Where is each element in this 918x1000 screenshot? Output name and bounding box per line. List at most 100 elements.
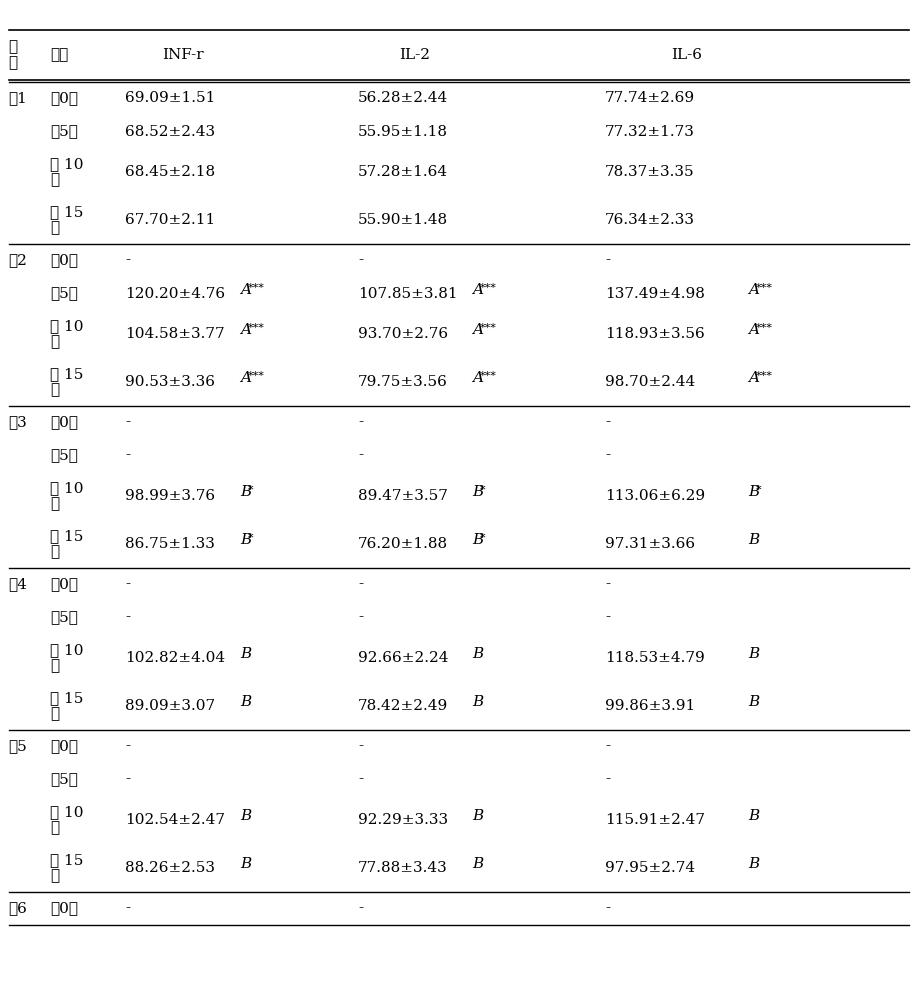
Text: 92.29±3.33: 92.29±3.33 <box>358 813 448 827</box>
Text: 69.09±1.51: 69.09±1.51 <box>125 92 216 105</box>
Text: 共0天: 共0天 <box>50 740 78 754</box>
Text: B: B <box>240 485 252 499</box>
Text: B: B <box>240 647 252 661</box>
Text: 第 10
天: 第 10 天 <box>50 319 84 349</box>
Text: 77.88±3.43: 77.88±3.43 <box>358 861 448 875</box>
Text: 113.06±6.29: 113.06±6.29 <box>605 489 705 503</box>
Text: B: B <box>748 695 759 709</box>
Text: -: - <box>358 610 364 624</box>
Text: B: B <box>240 695 252 709</box>
Text: 102.54±2.47: 102.54±2.47 <box>125 813 225 827</box>
Text: ***: *** <box>480 323 497 333</box>
Text: B: B <box>472 809 483 823</box>
Text: ***: *** <box>248 371 265 381</box>
Text: -: - <box>605 253 610 267</box>
Text: A: A <box>748 282 759 296</box>
Text: 137.49±4.98: 137.49±4.98 <box>605 286 705 300</box>
Text: 89.09±3.07: 89.09±3.07 <box>125 699 215 713</box>
Text: 共0天: 共0天 <box>50 416 78 430</box>
Text: 第 10
天: 第 10 天 <box>50 157 84 187</box>
Text: -: - <box>125 416 130 430</box>
Text: 98.70±2.44: 98.70±2.44 <box>605 375 695 389</box>
Text: 99.86±3.91: 99.86±3.91 <box>605 699 695 713</box>
Text: 第 15
天: 第 15 天 <box>50 205 84 235</box>
Text: 第 10
天: 第 10 天 <box>50 805 84 835</box>
Text: A: A <box>240 371 251 385</box>
Text: 第 15
天: 第 15 天 <box>50 691 84 721</box>
Text: B: B <box>748 485 759 499</box>
Text: IL-2: IL-2 <box>399 48 431 62</box>
Text: B: B <box>748 857 759 871</box>
Text: 共5天: 共5天 <box>50 610 78 624</box>
Text: 第 15
天: 第 15 天 <box>50 367 84 397</box>
Text: 共0天: 共0天 <box>50 253 78 267</box>
Text: 56.28±2.44: 56.28±2.44 <box>358 92 448 105</box>
Text: 68.45±2.18: 68.45±2.18 <box>125 165 215 179</box>
Text: 88.26±2.53: 88.26±2.53 <box>125 861 215 875</box>
Text: 57.28±1.64: 57.28±1.64 <box>358 165 448 179</box>
Text: A: A <box>748 371 759 385</box>
Text: -: - <box>605 610 610 624</box>
Text: 组6: 组6 <box>8 902 27 916</box>
Text: *: * <box>248 485 253 495</box>
Text: B: B <box>472 695 483 709</box>
Text: 共5天: 共5天 <box>50 286 78 300</box>
Text: -: - <box>125 610 130 624</box>
Text: 55.90±1.48: 55.90±1.48 <box>358 213 448 227</box>
Text: -: - <box>358 416 364 430</box>
Text: 共0天: 共0天 <box>50 92 78 105</box>
Text: 97.31±3.66: 97.31±3.66 <box>605 537 695 551</box>
Text: ***: *** <box>248 323 265 333</box>
Text: A: A <box>240 323 251 337</box>
Text: 第 10
天: 第 10 天 <box>50 643 84 673</box>
Text: B: B <box>748 533 759 547</box>
Text: -: - <box>125 902 130 916</box>
Text: ***: *** <box>756 371 773 381</box>
Text: 共5天: 共5天 <box>50 772 78 786</box>
Text: -: - <box>125 578 130 591</box>
Text: *: * <box>756 485 762 495</box>
Text: 90.53±3.36: 90.53±3.36 <box>125 375 215 389</box>
Text: 77.74±2.69: 77.74±2.69 <box>605 92 695 105</box>
Text: 102.82±4.04: 102.82±4.04 <box>125 651 225 665</box>
Text: ***: *** <box>480 371 497 381</box>
Text: -: - <box>358 253 364 267</box>
Text: -: - <box>605 902 610 916</box>
Text: 第 15
天: 第 15 天 <box>50 529 84 559</box>
Text: -: - <box>125 448 130 462</box>
Text: 98.99±3.76: 98.99±3.76 <box>125 489 215 503</box>
Text: -: - <box>358 902 364 916</box>
Text: -: - <box>358 578 364 591</box>
Text: -: - <box>605 416 610 430</box>
Text: *: * <box>480 533 486 543</box>
Text: B: B <box>472 857 483 871</box>
Text: 共0天: 共0天 <box>50 902 78 916</box>
Text: IL-6: IL-6 <box>671 48 702 62</box>
Text: B: B <box>240 857 252 871</box>
Text: 第 10
天: 第 10 天 <box>50 481 84 511</box>
Text: *: * <box>480 485 486 495</box>
Text: 89.47±3.57: 89.47±3.57 <box>358 489 448 503</box>
Text: 天数: 天数 <box>50 48 68 62</box>
Text: A: A <box>240 282 251 296</box>
Text: 77.32±1.73: 77.32±1.73 <box>605 124 695 138</box>
Text: 118.93±3.56: 118.93±3.56 <box>605 327 705 341</box>
Text: 115.91±2.47: 115.91±2.47 <box>605 813 705 827</box>
Text: 78.42±2.49: 78.42±2.49 <box>358 699 448 713</box>
Text: 120.20±4.76: 120.20±4.76 <box>125 286 225 300</box>
Text: 组
别: 组 别 <box>8 40 17 70</box>
Text: ***: *** <box>480 282 497 292</box>
Text: 组4: 组4 <box>8 578 27 591</box>
Text: -: - <box>125 740 130 754</box>
Text: 组5: 组5 <box>8 740 27 754</box>
Text: B: B <box>472 485 483 499</box>
Text: A: A <box>472 323 483 337</box>
Text: INF-r: INF-r <box>162 48 203 62</box>
Text: 107.85±3.81: 107.85±3.81 <box>358 286 458 300</box>
Text: 68.52±2.43: 68.52±2.43 <box>125 124 215 138</box>
Text: -: - <box>605 578 610 591</box>
Text: 76.20±1.88: 76.20±1.88 <box>358 537 448 551</box>
Text: 86.75±1.33: 86.75±1.33 <box>125 537 215 551</box>
Text: B: B <box>472 647 483 661</box>
Text: B: B <box>748 647 759 661</box>
